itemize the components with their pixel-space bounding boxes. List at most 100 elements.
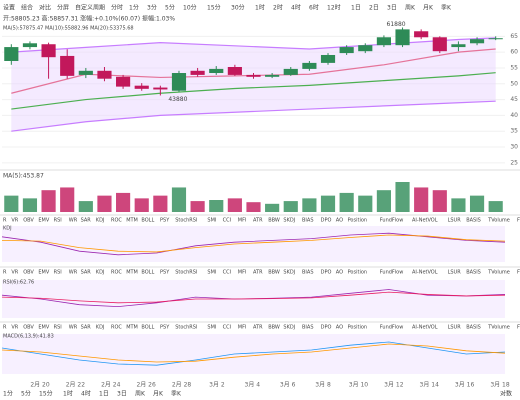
toolbar-item[interactable]: 4时 — [291, 4, 301, 12]
indicator-tab[interactable]: SAR — [81, 325, 92, 331]
indicator-tab[interactable]: DPO — [321, 218, 332, 224]
indicator-tab[interactable]: SAR — [81, 270, 92, 276]
indicator-tab[interactable]: MFI — [238, 218, 247, 224]
indicator-tab[interactable]: ATR — [253, 218, 263, 224]
indicator-tab[interactable]: LSUR — [448, 325, 462, 331]
toolbar-item[interactable]: 1分 — [129, 4, 139, 12]
indicator-tab[interactable]: R — [3, 270, 7, 276]
indicator-tab[interactable]: FundFlow — [380, 270, 404, 276]
indicator-tab[interactable]: ROC — [111, 270, 122, 276]
toolbar-item[interactable]: 3分 — [147, 4, 157, 12]
bottom-interval[interactable]: 5分 — [21, 390, 31, 398]
bottom-interval[interactable]: 1日 — [99, 391, 109, 398]
indicator-tab[interactable]: BBW — [268, 325, 280, 331]
toolbar-item[interactable]: 对比 — [39, 4, 51, 12]
log-toggle[interactable]: 对数 — [500, 390, 512, 398]
indicator-tab[interactable]: StochRSI — [175, 325, 197, 331]
indicator-tab[interactable]: PSY — [160, 218, 170, 224]
toolbar-item[interactable]: 1日 — [351, 5, 361, 12]
indicator-tab[interactable]: RSI — [54, 270, 62, 276]
indicator-tab[interactable]: AO — [336, 325, 343, 331]
indicator-tab[interactable]: EMV — [38, 325, 49, 331]
toolbar-item[interactable]: 5分 — [165, 4, 175, 12]
indicator-tab[interactable]: MTM — [126, 218, 138, 224]
toolbar-item[interactable]: 组合 — [21, 4, 33, 12]
toolbar-item[interactable]: 周K — [405, 5, 416, 12]
indicator-tab[interactable]: KDJ — [96, 270, 105, 276]
indicator-tab[interactable]: EMV — [38, 270, 49, 276]
indicator-tab[interactable]: BBW — [268, 218, 280, 224]
indicator-tab[interactable]: BBW — [268, 270, 280, 276]
indicator-tab[interactable]: SAR — [81, 218, 92, 224]
indicator-tab[interactable]: TVolume — [487, 325, 510, 331]
indicator-tab[interactable]: SKDJ — [283, 270, 295, 276]
indicator-tab[interactable]: BASIS — [466, 218, 481, 224]
indicator-tab[interactable]: SKDJ — [283, 325, 295, 331]
indicator-tab[interactable]: ATR — [253, 325, 263, 331]
bottom-interval[interactable]: 1分 — [3, 390, 13, 398]
indicator-tab[interactable]: Position — [348, 270, 367, 276]
indicator-tab[interactable]: OBV — [23, 325, 34, 331]
indicator-tab[interactable]: EMV — [38, 218, 49, 224]
indicator-tab[interactable]: FundFlow — [380, 325, 404, 331]
indicator-tab[interactable]: AI-NetVOL — [412, 325, 438, 331]
toolbar-item[interactable]: 季K — [441, 4, 452, 12]
indicator-tab[interactable]: RSI — [54, 325, 62, 331]
indicator-tab[interactable]: SMI — [207, 325, 216, 331]
indicator-tab[interactable]: BOLL — [141, 325, 154, 331]
indicator-tab[interactable]: LSUR — [448, 218, 462, 224]
indicator-tab[interactable]: MFI — [238, 325, 247, 331]
indicator-tab[interactable]: KDJ — [96, 218, 105, 224]
indicator-tab[interactable]: ROC — [111, 325, 122, 331]
bottom-interval[interactable]: 周K — [135, 391, 146, 398]
indicator-tab[interactable]: PSY — [160, 270, 170, 276]
bottom-interval[interactable]: 4时 — [81, 390, 91, 398]
indicator-tab[interactable]: BASIS — [466, 325, 481, 331]
indicator-tab[interactable]: MTM — [126, 325, 138, 331]
indicator-tab[interactable]: SMI — [207, 270, 216, 276]
toolbar-item[interactable]: 30分 — [231, 4, 245, 12]
toolbar-item[interactable]: 2时 — [273, 4, 283, 12]
indicator-tab[interactable]: VR — [11, 218, 18, 224]
indicator-tab[interactable]: TVolume — [487, 218, 510, 224]
indicator-tab[interactable]: DPO — [321, 270, 332, 276]
indicator-tab[interactable]: Position — [348, 218, 367, 224]
toolbar-item[interactable]: 自定义周期 — [75, 4, 105, 12]
indicator-tab[interactable]: Position — [348, 325, 367, 331]
indicator-tab[interactable]: SKDJ — [283, 218, 295, 224]
indicator-tab[interactable]: AI-NetVOL — [412, 218, 438, 224]
indicator-tab[interactable]: MFI — [238, 270, 247, 276]
indicator-tab[interactable]: R — [3, 218, 7, 224]
indicator-tab[interactable]: AO — [336, 218, 343, 224]
indicator-tab[interactable]: OBV — [23, 270, 34, 276]
indicator-tab[interactable]: BASIS — [466, 270, 481, 276]
indicator-tab[interactable]: LSUR — [448, 270, 462, 276]
toolbar-item[interactable]: 分时 — [111, 4, 123, 12]
indicator-tab[interactable]: MTM — [126, 270, 138, 276]
indicator-tab[interactable]: BIAS — [302, 270, 314, 276]
indicator-tab[interactable]: VR — [11, 270, 18, 276]
indicator-tab[interactable]: ATR — [253, 270, 263, 276]
indicator-tab[interactable]: CCI — [223, 270, 231, 276]
bottom-interval[interactable]: 月K — [153, 391, 164, 398]
indicator-tab[interactable]: CCI — [223, 325, 231, 331]
indicator-tab[interactable]: OBV — [23, 218, 34, 224]
indicator-tab[interactable]: ROC — [111, 218, 122, 224]
indicator-tab[interactable]: BIAS — [302, 325, 314, 331]
indicator-tab[interactable]: AI-NetVOL — [412, 270, 438, 276]
indicator-tab[interactable]: DPO — [321, 325, 332, 331]
toolbar-item[interactable]: 3日 — [387, 5, 397, 12]
indicator-tab[interactable]: StochRSI — [175, 270, 197, 276]
bottom-interval[interactable]: 3日 — [117, 391, 127, 398]
toolbar-item[interactable]: 6时 — [309, 4, 319, 12]
indicator-tab[interactable]: PSY — [160, 325, 170, 331]
indicator-tab[interactable]: BOLL — [141, 218, 154, 224]
indicator-tab[interactable]: FTBS — [517, 218, 520, 224]
toolbar-item[interactable]: 分屏 — [57, 4, 69, 12]
toolbar-item[interactable]: 10分 — [183, 4, 197, 12]
indicator-tab[interactable]: WR — [69, 270, 78, 276]
indicator-tab[interactable]: CCI — [223, 218, 231, 224]
indicator-tab[interactable]: WR — [69, 325, 78, 331]
indicator-tab[interactable]: SMI — [207, 218, 216, 224]
toolbar-item[interactable]: 2日 — [369, 5, 379, 12]
